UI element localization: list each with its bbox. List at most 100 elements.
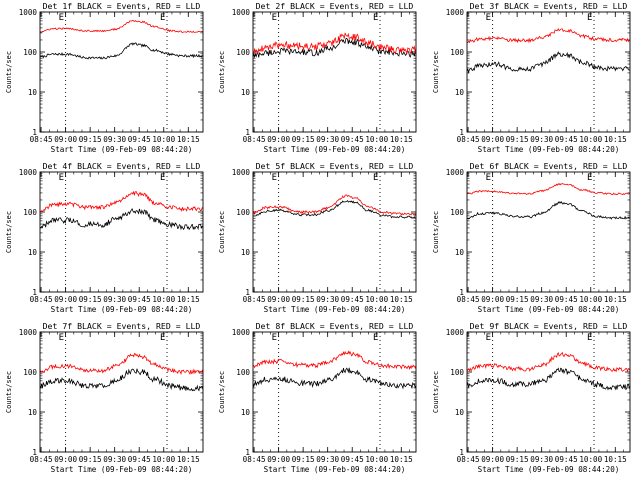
marker-label: E [59, 13, 64, 23]
x-tick-label: 10:15 [604, 455, 627, 464]
x-tick-label: 09:45 [341, 455, 364, 464]
x-tick-label: 09:15 [79, 135, 102, 144]
x-tick-label: 10:00 [579, 455, 602, 464]
series-line-lld [466, 27, 631, 44]
x-tick-label: 09:30 [103, 455, 126, 464]
x-tick-label: 08:45 [30, 135, 53, 144]
x-tick-label: 09:45 [128, 135, 151, 144]
plot-frame [39, 171, 204, 293]
marker-label: E [587, 173, 592, 183]
plot-frame [466, 11, 631, 133]
series-line-lld [39, 19, 204, 33]
y-tick-label: 1 [459, 128, 464, 137]
y-axis-label: Counts/sec [5, 211, 13, 253]
panel-det-6f: Det 6f BLACK = Events, RED = LLD Counts/s… [432, 161, 631, 314]
y-tick-label: 100 [236, 368, 250, 377]
series-line-events [39, 42, 204, 60]
marker-label: E [587, 13, 592, 23]
x-axis-label: Start Time (09-Feb-09 08:44:20) [51, 145, 193, 154]
x-axis-label: Start Time (09-Feb-09 08:44:20) [264, 305, 406, 314]
plot-frame [466, 171, 631, 293]
y-tick-label: 10 [455, 248, 465, 257]
series-line-events [466, 367, 631, 391]
x-tick-label: 09:45 [128, 455, 151, 464]
y-axis-label: Counts/sec [5, 371, 13, 413]
x-tick-label: 09:30 [103, 135, 126, 144]
y-tick-label: 1000 [19, 328, 38, 337]
series-line-events [39, 208, 204, 231]
series-line-events [466, 200, 631, 220]
marker-label: E [373, 333, 378, 343]
panel-det-8f: Det 8f BLACK = Events, RED = LLD Counts/s… [218, 321, 417, 474]
marker-label: E [272, 13, 277, 23]
y-tick-label: 1 [32, 448, 37, 457]
x-tick-label: 09:00 [481, 295, 504, 304]
x-tick-label: 10:15 [390, 295, 413, 304]
series-line-lld [252, 32, 417, 55]
marker-label: E [160, 333, 165, 343]
x-tick-label: 08:45 [457, 455, 480, 464]
y-axis-label: Counts/sec [218, 51, 226, 93]
panel-title: Det 1f BLACK = Events, RED = LLD [43, 1, 201, 11]
plot-frame [252, 11, 417, 133]
series-line-lld [39, 190, 204, 213]
series-line-events [466, 51, 631, 75]
x-tick-label: 09:45 [555, 135, 578, 144]
plot-frame [252, 171, 417, 293]
y-axis-label: Counts/sec [432, 371, 440, 413]
marker-label: E [587, 333, 592, 343]
x-tick-label: 09:45 [555, 455, 578, 464]
x-tick-label: 09:00 [54, 295, 77, 304]
series-line-events [39, 368, 204, 392]
x-axis-label: Start Time (09-Feb-09 08:44:20) [478, 465, 620, 474]
x-axis-label: Start Time (09-Feb-09 08:44:20) [478, 305, 620, 314]
panel-det-5f: Det 5f BLACK = Events, RED = LLD Counts/s… [218, 161, 417, 314]
panel-det-1f: Det 1f BLACK = Events, RED = LLD Counts/s… [5, 1, 204, 154]
x-tick-label: 10:15 [390, 455, 413, 464]
y-axis-label: Counts/sec [218, 211, 226, 253]
x-tick-label: 09:00 [54, 135, 77, 144]
panel-title: Det 6f BLACK = Events, RED = LLD [470, 161, 628, 171]
marker-label: E [160, 13, 165, 23]
y-tick-label: 100 [236, 48, 250, 57]
x-tick-label: 09:00 [481, 455, 504, 464]
panel-det-9f: Det 9f BLACK = Events, RED = LLD Counts/s… [432, 321, 631, 474]
x-tick-label: 10:00 [152, 135, 175, 144]
x-tick-label: 10:15 [177, 295, 200, 304]
panel-title: Det 5f BLACK = Events, RED = LLD [256, 161, 414, 171]
x-tick-label: 10:15 [604, 135, 627, 144]
x-tick-label: 10:00 [152, 455, 175, 464]
y-tick-label: 1 [245, 128, 250, 137]
x-tick-label: 10:15 [604, 295, 627, 304]
x-tick-label: 09:15 [506, 295, 529, 304]
x-tick-label: 09:45 [128, 295, 151, 304]
y-tick-label: 10 [455, 408, 465, 417]
y-tick-label: 100 [23, 48, 37, 57]
x-tick-label: 10:00 [365, 455, 388, 464]
y-tick-label: 10 [241, 248, 251, 257]
y-tick-label: 1 [459, 448, 464, 457]
x-tick-label: 09:15 [292, 295, 315, 304]
y-tick-label: 10 [455, 88, 465, 97]
x-tick-label: 09:30 [316, 135, 339, 144]
x-tick-label: 10:00 [579, 135, 602, 144]
y-tick-label: 10 [28, 408, 38, 417]
x-tick-label: 09:00 [267, 135, 290, 144]
plot-frame [39, 331, 204, 453]
series-line-events [252, 200, 417, 219]
x-tick-label: 10:15 [177, 135, 200, 144]
y-tick-label: 100 [450, 208, 464, 217]
x-tick-label: 10:00 [579, 295, 602, 304]
marker-label: E [486, 333, 491, 343]
y-tick-label: 1 [245, 288, 250, 297]
y-axis-label: Counts/sec [432, 51, 440, 93]
x-tick-label: 08:45 [457, 295, 480, 304]
y-axis-label: Counts/sec [5, 51, 13, 93]
x-axis-label: Start Time (09-Feb-09 08:44:20) [478, 145, 620, 154]
x-tick-label: 09:30 [530, 295, 553, 304]
series-line-lld [252, 194, 417, 216]
y-tick-label: 10 [241, 408, 251, 417]
y-tick-label: 1000 [232, 8, 251, 17]
y-tick-label: 100 [236, 208, 250, 217]
series-line-lld [39, 352, 204, 375]
